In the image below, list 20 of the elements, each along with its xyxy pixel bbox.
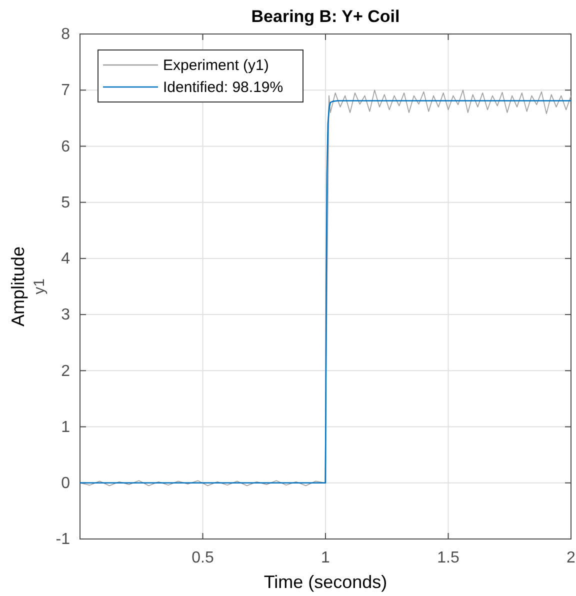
text: y1 (31, 278, 48, 294)
y-tick-label: 5 (61, 194, 70, 212)
x-axis-title: Time (seconds) (264, 572, 388, 592)
x-tick-label: 2 (566, 549, 576, 566)
x-tick-label: 1.5 (437, 549, 460, 566)
y-tick-label: 6 (61, 138, 70, 156)
chart-title: Bearing B: Y+ Coil (251, 7, 400, 26)
y-axis-title: Amplitude (8, 246, 28, 327)
y-tick-label: 4 (61, 250, 70, 268)
y-tick-label: 3 (61, 306, 70, 324)
y-tick-label: 1 (61, 418, 70, 436)
y-tick-label: 2 (61, 362, 70, 380)
y-tick-label: 0 (61, 475, 70, 492)
x-tick-label: 1 (321, 549, 330, 566)
legend-label: Experiment (y1) (163, 57, 269, 74)
x-tick-label: 0.5 (192, 549, 214, 566)
y-tick-label: 7 (61, 82, 70, 100)
legend-label: Identified: 98.19% (163, 79, 284, 96)
y-tick-label: -1 (56, 531, 70, 548)
y-tick-label: 8 (61, 26, 70, 44)
